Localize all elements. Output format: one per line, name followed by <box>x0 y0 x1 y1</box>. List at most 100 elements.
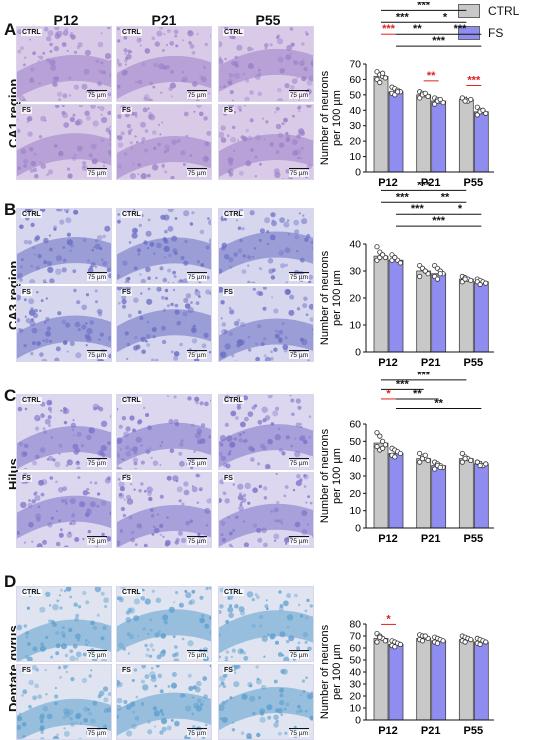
cell-nucleus <box>208 92 211 95</box>
cell-nucleus <box>285 485 289 489</box>
cell-nucleus <box>302 529 308 535</box>
bar-fs-p12 <box>389 260 403 352</box>
cell-nucleus <box>199 596 203 600</box>
cell-nucleus <box>259 485 262 488</box>
cell-nucleus <box>209 587 212 590</box>
cell-nucleus <box>299 478 302 481</box>
micrograph-condition-label: FS <box>21 289 32 296</box>
cell-nucleus <box>270 43 273 46</box>
bar-ctrl-p21 <box>417 638 431 720</box>
cell-nucleus <box>31 149 33 151</box>
cell-nucleus <box>257 324 261 328</box>
data-point-fs <box>441 639 445 643</box>
cell-nucleus <box>71 423 76 428</box>
cell-nucleus <box>35 495 41 501</box>
cell-nucleus <box>148 288 151 291</box>
cell-nucleus <box>148 497 152 501</box>
cell-nucleus <box>82 538 84 540</box>
cell-nucleus <box>257 462 260 465</box>
cell-nucleus <box>247 281 250 284</box>
cell-nucleus <box>306 105 312 108</box>
cell-nucleus <box>162 727 167 732</box>
cell-nucleus <box>164 150 167 153</box>
cell-nucleus <box>158 674 163 679</box>
cell-nucleus <box>308 436 311 439</box>
cell-nucleus <box>175 44 178 47</box>
significance-marker: *** <box>382 23 396 35</box>
cell-nucleus <box>219 41 222 47</box>
cell-nucleus <box>196 706 202 712</box>
cell-nucleus <box>48 407 52 411</box>
cell-nucleus <box>168 685 171 688</box>
cell-nucleus <box>140 482 143 485</box>
cell-nucleus <box>280 68 285 73</box>
y-tick-label: 50 <box>349 89 361 101</box>
cell-nucleus <box>296 398 301 403</box>
cell-nucleus <box>156 598 162 604</box>
cell-nucleus <box>292 150 298 156</box>
cell-nucleus <box>221 701 225 705</box>
cell-nucleus <box>62 267 67 272</box>
cell-nucleus <box>98 106 100 108</box>
bar-ctrl-p21 <box>417 95 431 172</box>
cell-nucleus <box>130 173 136 179</box>
cell-nucleus <box>248 63 254 69</box>
cell-nucleus <box>292 115 295 118</box>
cell-nucleus <box>88 492 90 494</box>
significance-marker: *** <box>411 203 425 215</box>
cell-nucleus <box>260 711 265 716</box>
scale-bar: 75 µm <box>289 274 309 281</box>
cell-nucleus <box>282 344 288 350</box>
cell-nucleus <box>259 615 263 619</box>
cell-nucleus <box>144 544 148 548</box>
cell-nucleus <box>64 209 69 213</box>
cell-nucleus <box>35 427 39 431</box>
bar-fs-p21 <box>432 274 446 352</box>
cell-nucleus <box>229 307 232 310</box>
cell-nucleus <box>181 256 185 260</box>
cell-nucleus <box>162 649 166 653</box>
cell-nucleus <box>258 420 263 425</box>
cell-nucleus <box>192 81 198 87</box>
cell-nucleus <box>149 447 151 449</box>
cell-nucleus <box>81 324 86 329</box>
cell-nucleus <box>157 143 161 147</box>
cell-nucleus <box>184 112 189 117</box>
cell-nucleus <box>72 157 77 162</box>
cell-nucleus <box>200 703 204 707</box>
cell-nucleus <box>141 349 146 354</box>
cell-nucleus <box>50 476 54 480</box>
cell-nucleus <box>34 254 36 256</box>
cell-nucleus <box>262 636 268 642</box>
cell-nucleus <box>119 493 125 499</box>
cell-nucleus <box>197 439 202 444</box>
cell-nucleus <box>59 606 62 609</box>
cell-nucleus <box>45 669 47 671</box>
cell-nucleus <box>229 544 232 547</box>
cell-nucleus <box>191 590 195 594</box>
cell-nucleus <box>209 238 212 244</box>
cell-nucleus <box>56 346 61 351</box>
cell-nucleus <box>219 86 221 88</box>
cell-nucleus <box>85 322 88 325</box>
cell-nucleus <box>205 724 207 726</box>
y-tick-label: 70 <box>349 59 361 71</box>
cell-nucleus <box>40 642 44 646</box>
y-tick-label: 0 <box>355 715 361 727</box>
cell-nucleus <box>144 94 150 100</box>
cell-nucleus <box>286 281 288 283</box>
cell-nucleus <box>127 498 133 504</box>
cell-nucleus <box>147 321 149 323</box>
cell-nucleus <box>86 336 91 341</box>
cell-nucleus <box>206 131 211 136</box>
cell-nucleus <box>60 410 62 412</box>
cell-nucleus <box>126 426 131 431</box>
scale-bar: 75 µm <box>187 652 207 659</box>
cell-nucleus <box>244 439 248 443</box>
cell-nucleus <box>100 61 103 64</box>
cell-nucleus <box>163 33 165 35</box>
y-tick-label: 20 <box>349 488 361 500</box>
cell-nucleus <box>117 408 119 410</box>
